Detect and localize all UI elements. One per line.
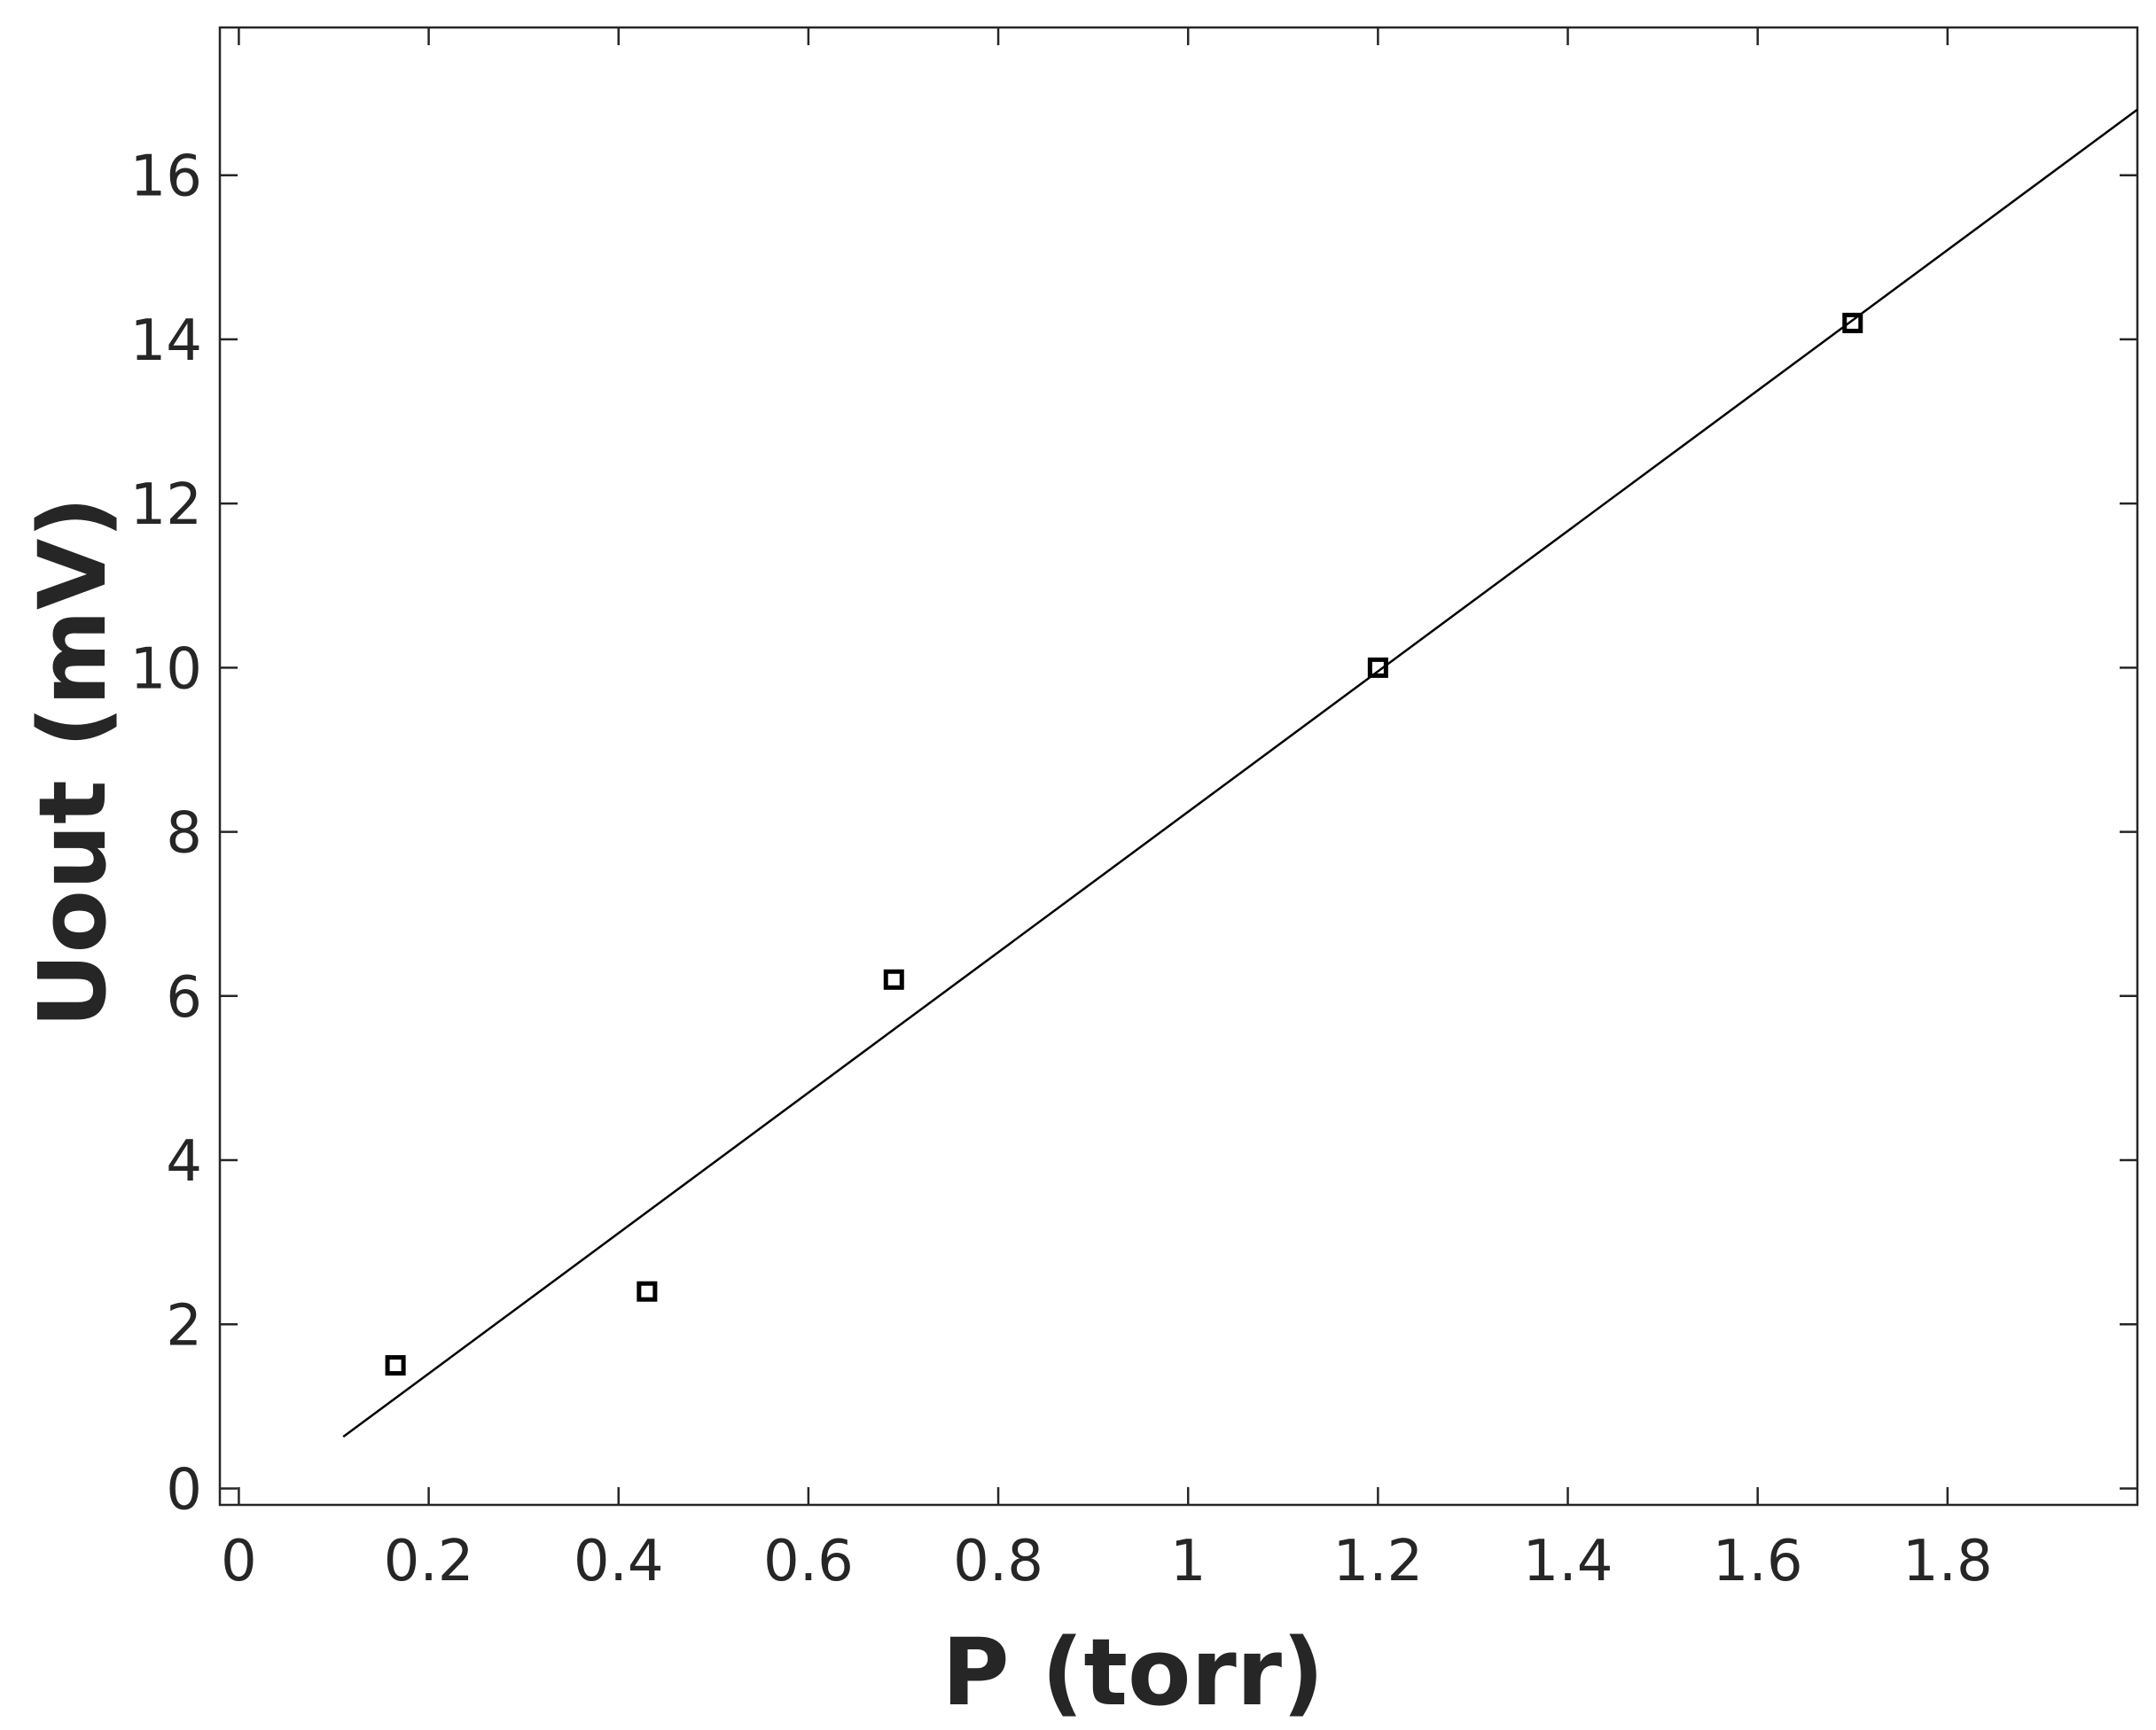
x-tick-label: 1.8 (1902, 1529, 1993, 1594)
y-tick-label: 10 (130, 636, 202, 702)
y-tick-label: 4 (166, 1129, 202, 1195)
x-tick-label: 0.6 (763, 1529, 854, 1594)
y-tick-label: 6 (166, 965, 202, 1031)
y-tick-label: 2 (166, 1293, 202, 1359)
data-point-marker (637, 1281, 658, 1302)
y-tick-label: 16 (130, 144, 202, 210)
y-tick-label: 12 (130, 472, 202, 538)
x-tick-label: 0 (221, 1529, 257, 1594)
x-tick-label: 1 (1170, 1529, 1207, 1594)
data-point-marker (883, 969, 904, 990)
data-point-marker (1367, 657, 1388, 678)
x-tick-label: 1.6 (1713, 1529, 1803, 1594)
y-tick-label: 8 (166, 801, 202, 867)
x-axis-title: P (torr) (941, 1618, 1324, 1726)
x-tick-label: 1.2 (1332, 1529, 1423, 1594)
x-tick-label: 1.4 (1523, 1529, 1613, 1594)
x-tick-label: 0.2 (384, 1529, 474, 1594)
y-axis-ticks: 0 2 4 6 8 10 12 14 16 (130, 144, 2137, 1523)
y-axis-title: Uout (mV) (19, 496, 127, 1028)
data-point-marker (1842, 312, 1863, 333)
y-tick-label: 0 (166, 1457, 202, 1523)
plot-area-frame (218, 26, 2139, 1507)
fit-line (342, 108, 2138, 1438)
series-layer (342, 108, 2138, 1438)
x-tick-label: 0.8 (953, 1529, 1043, 1594)
data-point-marker (385, 1355, 406, 1376)
y-tick-label: 14 (130, 308, 202, 374)
x-tick-label: 0.4 (574, 1529, 664, 1594)
x-axis-ticks: 0 0.2 0.4 0.6 0.8 1 1.2 1.4 1.6 1.8 (221, 27, 1993, 1594)
